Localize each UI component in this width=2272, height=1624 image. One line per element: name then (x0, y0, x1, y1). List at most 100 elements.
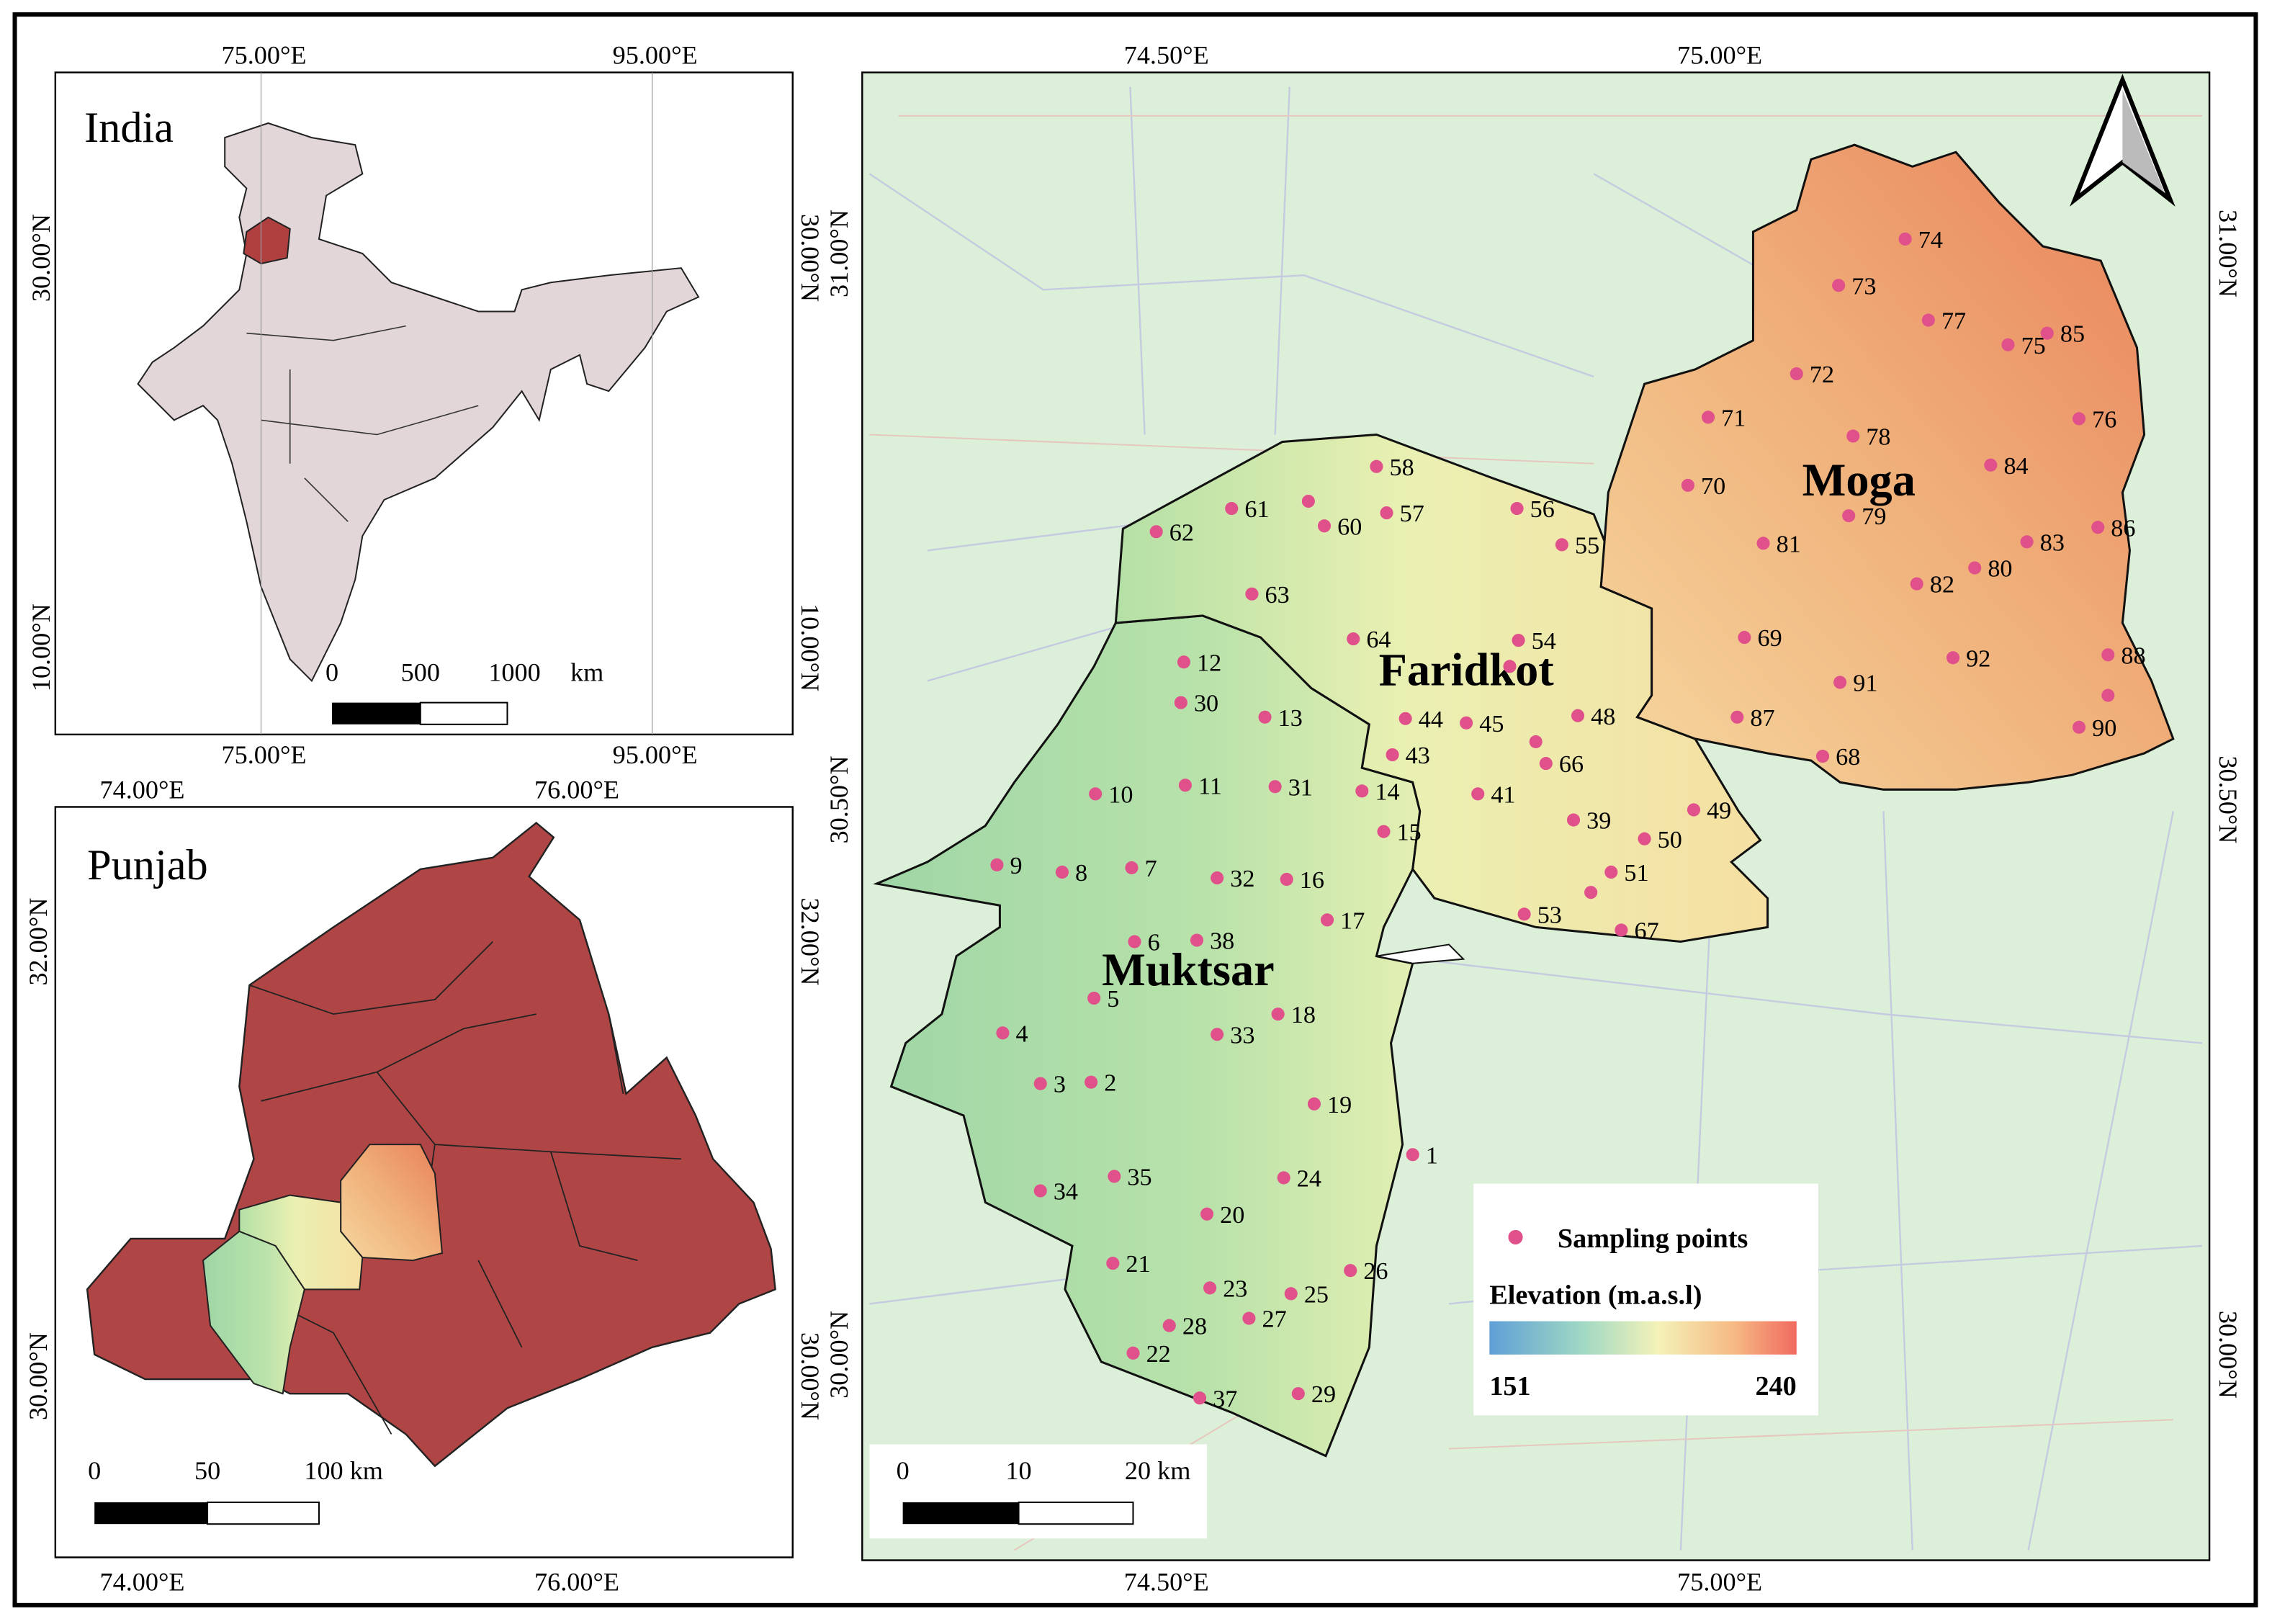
sampling-point (990, 858, 1004, 871)
lat-label: 30.00°N (2214, 1311, 2242, 1399)
point-label: 88 (2121, 642, 2145, 669)
lon-label: 75.00°E (1677, 41, 1762, 70)
sampling-point (1190, 933, 1204, 947)
sampling-point (1033, 1077, 1047, 1090)
sampling-point (1203, 1281, 1217, 1295)
moga-mini (340, 1144, 444, 1262)
sampling-point (1681, 478, 1694, 492)
legend-label: Sampling points (1558, 1224, 1748, 1254)
enclave (1376, 943, 1465, 964)
lon-label: 75.00°E (222, 41, 307, 70)
lon-label: 95.00°E (613, 41, 698, 70)
lat-label: 31.00°N (825, 210, 853, 297)
sampling-point (2101, 648, 2115, 662)
point-label: 49 (1707, 798, 1731, 825)
sampling-point (1832, 279, 1846, 292)
sampling-point (1510, 502, 1524, 516)
point-label: 10 (1108, 781, 1133, 808)
sampling-point (1174, 696, 1187, 709)
lat-label: 30.50°N (2214, 755, 2242, 843)
point-label: 34 (1054, 1179, 1078, 1206)
point-label: 82 (1930, 572, 1954, 598)
point-label: 79 (1862, 503, 1886, 530)
point-label: 26 (1363, 1258, 1388, 1285)
point-label: 4 (1016, 1020, 1028, 1047)
point-label: 11 (1198, 773, 1222, 799)
point-label: 86 (2111, 515, 2135, 542)
lat-label: 30.00°N (796, 1332, 825, 1420)
india-outline (137, 122, 700, 683)
sampling-point (1087, 991, 1101, 1005)
punjab-inset: Punjab 74.00°E 76.00°E 74.00°E 76.00°E 3… (24, 775, 825, 1596)
district-name: Faridkot (1379, 644, 1555, 695)
inset-title: Punjab (87, 841, 208, 889)
sampling-point (1898, 232, 1912, 246)
point-label: 50 (1658, 827, 1682, 853)
lat-label: 30.00°N (27, 214, 55, 302)
color-bar (1489, 1321, 1797, 1355)
unlabeled-points (1301, 494, 2115, 900)
lon-label: 95.00°E (613, 740, 698, 769)
sampling-point (2020, 535, 2034, 549)
point-label: 20 (1220, 1202, 1244, 1229)
point-label: 43 (1406, 743, 1430, 769)
sampling-point (996, 1026, 1010, 1040)
lat-label: 32.00°N (24, 898, 53, 986)
sampling-point (1320, 913, 1334, 927)
sampling-point (1604, 865, 1618, 879)
sampling-point (1398, 712, 1412, 725)
point-label: 75 (2021, 333, 2046, 359)
point-label: 6 (1148, 930, 1160, 956)
sampling-point (1211, 1028, 1224, 1041)
sampling-point (1517, 907, 1531, 921)
point-label: 5 (1107, 986, 1119, 1013)
lat-label: 30.00°N (24, 1332, 53, 1420)
sampling-point (1200, 1207, 1214, 1221)
sampling-point (1615, 923, 1628, 937)
sampling-point (1790, 367, 1803, 381)
sampling-point (1380, 506, 1393, 520)
point-label: 30 (1194, 691, 1218, 717)
point-label: 32 (1230, 866, 1254, 892)
point-label: 24 (1297, 1165, 1321, 1192)
sampling-point (1756, 537, 1770, 550)
legend-box (1473, 1183, 1818, 1416)
point-label: 83 (2040, 529, 2065, 556)
lon-label: 74.00°E (100, 775, 185, 804)
lat-label: 30.00°N (825, 1311, 853, 1399)
point-label: 38 (1210, 928, 1234, 955)
point-label: 23 (1223, 1275, 1247, 1302)
sampling-point (1225, 502, 1239, 516)
scale-bar (1018, 1502, 1134, 1525)
sampling-point (1539, 757, 1553, 771)
point-label: 8 (1075, 860, 1087, 887)
sampling-point (1702, 411, 1715, 424)
lat-label: 31.00°N (2214, 210, 2242, 297)
legend-title: Elevation (m.a.s.l) (1489, 1280, 1702, 1310)
scale-label: 1000 (488, 658, 540, 686)
point-label: 45 (1479, 711, 1504, 737)
color-bar-min: 151 (1489, 1371, 1530, 1401)
lon-label: 74.50°E (1124, 41, 1209, 70)
sampling-point (1386, 748, 1399, 762)
sampling-point (1277, 1171, 1290, 1185)
sampling-point (1245, 587, 1259, 601)
point-label: 31 (1288, 774, 1313, 801)
point-label: 68 (1836, 744, 1860, 771)
lon-label: 74.00°E (100, 1568, 185, 1597)
lon-label: 75.00°E (222, 740, 307, 769)
muktsar-district (873, 614, 1422, 1458)
sampling-point (1370, 459, 1383, 473)
lon-label: 75.00°E (1677, 1568, 1762, 1597)
sampling-point (1307, 1097, 1321, 1111)
point-label: 16 (1300, 867, 1324, 894)
point-label: 70 (1701, 473, 1725, 500)
sampling-point (1730, 710, 1744, 724)
point-label: 44 (1419, 706, 1443, 733)
sampling-point (2040, 326, 2054, 340)
sampling-point (1128, 935, 1141, 948)
sampling-point (1089, 787, 1103, 801)
point-label: 84 (2003, 453, 2028, 480)
sampling-point (1512, 634, 1525, 647)
point-label: 41 (1491, 781, 1515, 808)
